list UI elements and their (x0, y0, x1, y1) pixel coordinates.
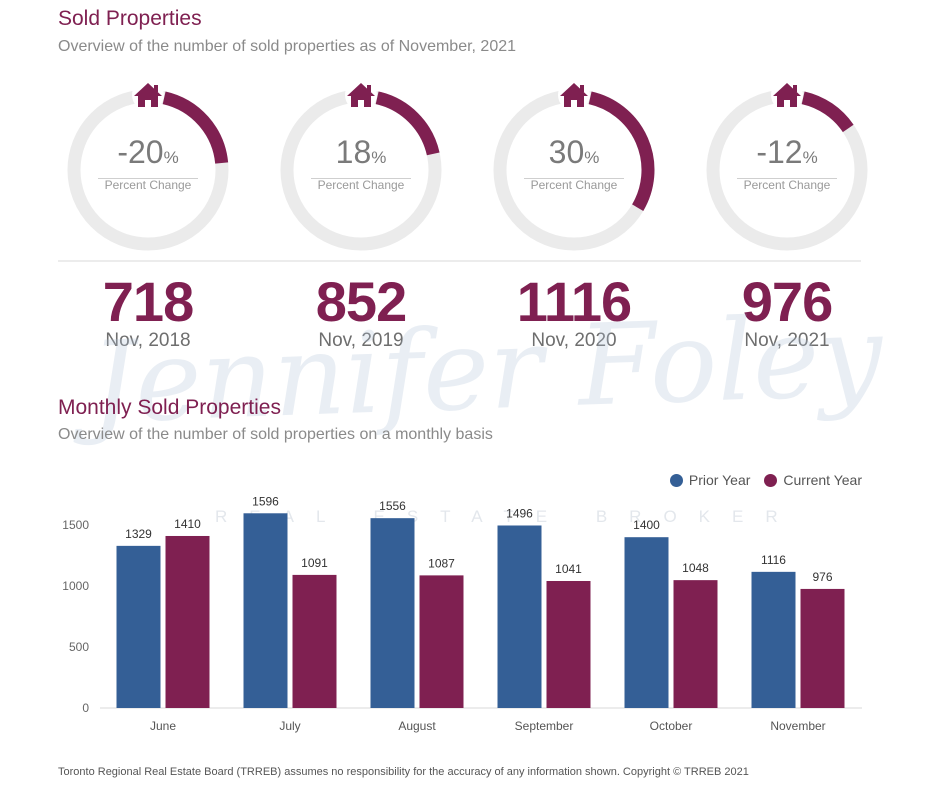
percent-change-label: Percent Change (743, 178, 831, 192)
bar-data-label: 1116 (761, 553, 786, 567)
percent-number: 30 (548, 134, 585, 170)
donut-ring (280, 79, 442, 251)
house-icon (771, 79, 803, 111)
bar-prior-year (624, 537, 669, 708)
donut-rule (524, 178, 624, 179)
percent-unit: % (371, 148, 387, 167)
donut-progress-arc (588, 91, 655, 211)
x-tick-label: August (398, 719, 436, 733)
bar-data-label: 1048 (682, 561, 709, 575)
percent-change-label: Percent Change (530, 178, 618, 192)
percent-number: 18 (335, 134, 372, 170)
donut-ring (493, 79, 655, 251)
percent-change-value: -12% (697, 134, 877, 171)
percent-donut: -12% Percent Change (697, 78, 877, 258)
percent-change-value: -20% (58, 134, 238, 171)
bar-prior-year (116, 545, 161, 708)
bar-current-year (165, 535, 210, 708)
percent-change-label: Percent Change (317, 178, 405, 192)
bar-data-label: 1091 (301, 556, 328, 570)
donut-rule (737, 178, 837, 179)
x-tick-label: October (650, 719, 693, 733)
legend-swatch-current (764, 473, 778, 487)
percent-unit: % (802, 148, 818, 167)
percent-number: -20 (117, 134, 164, 170)
percent-change-label: Percent Change (104, 178, 192, 192)
donut-ring (706, 79, 868, 251)
house-icon (132, 79, 164, 111)
donut-progress-arc (801, 91, 854, 133)
watermark-tagline: REAL ESTATE BROKER (215, 507, 800, 526)
chart-legend: Prior Year Current Year (669, 472, 862, 488)
percent-change-value: 30% (484, 134, 664, 171)
page-title: Sold Properties (58, 7, 202, 30)
bar-data-label: 1556 (379, 499, 406, 513)
total-period: Nov, 2018 (105, 330, 191, 351)
percent-donut: 30% Percent Change (484, 78, 664, 258)
house-icon (558, 79, 590, 111)
monthly-title: Monthly Sold Properties (58, 396, 281, 419)
bar-data-label: 976 (812, 570, 832, 584)
bar-data-label: 1410 (174, 517, 201, 531)
x-tick-label: November (770, 719, 825, 733)
y-tick-label: 0 (82, 701, 89, 715)
bar-chart: 0 500 1000 1500 1329 1410 June 1596 1091 July 1556… (62, 495, 862, 733)
total-value: 718 (102, 270, 194, 333)
donut-ring (67, 79, 229, 251)
y-tick-label: 1500 (62, 518, 89, 532)
x-tick-label: July (279, 719, 300, 733)
bar-prior-year (497, 525, 542, 708)
percent-donut: 18% Percent Change (271, 78, 451, 258)
y-tick-label: 1000 (62, 579, 89, 593)
bar-current-year (673, 580, 718, 708)
bar-data-label: 1087 (428, 556, 455, 570)
yearly-total: 852 Nov, 2019 (261, 270, 461, 352)
yearly-total: 976 Nov, 2021 (687, 270, 887, 352)
bar-data-label: 1041 (555, 562, 582, 576)
legend-label-current: Current Year (783, 472, 862, 488)
percent-unit: % (584, 148, 600, 167)
bar-data-label: 1400 (633, 518, 660, 532)
total-value: 1116 (516, 270, 632, 333)
percent-donut: -20% Percent Change (58, 78, 238, 258)
percent-number: -12 (756, 134, 803, 170)
donut-rule (98, 178, 198, 179)
bar-current-year (419, 575, 464, 708)
percent-unit: % (163, 148, 179, 167)
divider (58, 260, 861, 262)
x-tick-label: September (515, 719, 574, 733)
x-tick-label: June (150, 719, 176, 733)
bar-data-label: 1329 (125, 527, 152, 541)
donut-progress-arc (375, 91, 440, 156)
bar-prior-year (370, 518, 415, 708)
bar-prior-year (243, 513, 288, 708)
percent-change-value: 18% (271, 134, 451, 171)
bar-data-label: 1596 (252, 495, 279, 508)
total-period: Nov, 2021 (744, 330, 830, 351)
yearly-total: 718 Nov, 2018 (48, 270, 248, 352)
bar-data-label: 1496 (506, 506, 533, 520)
footer-disclaimer: Toronto Regional Real Estate Board (TRRE… (58, 766, 749, 778)
bar-current-year (800, 588, 845, 708)
legend-item-prior: Prior Year (669, 472, 751, 488)
donut-rule (311, 178, 411, 179)
legend-item-current: Current Year (764, 472, 862, 488)
monthly-subtitle: Overview of the number of sold propertie… (58, 426, 493, 443)
legend-swatch-prior (669, 473, 683, 487)
y-tick-label: 500 (69, 640, 89, 654)
bar-current-year (546, 580, 591, 708)
bar-current-year (292, 574, 337, 708)
legend-label-prior: Prior Year (688, 472, 751, 488)
house-icon (345, 79, 377, 111)
bar-prior-year (751, 571, 796, 708)
total-value: 976 (741, 270, 833, 333)
donut-progress-arc (162, 91, 229, 164)
total-period: Nov, 2019 (318, 330, 404, 351)
total-period: Nov, 2020 (531, 330, 617, 351)
total-value: 852 (315, 270, 407, 333)
page-subtitle: Overview of the number of sold propertie… (58, 38, 517, 55)
yearly-total: 1116 Nov, 2020 (474, 270, 674, 352)
